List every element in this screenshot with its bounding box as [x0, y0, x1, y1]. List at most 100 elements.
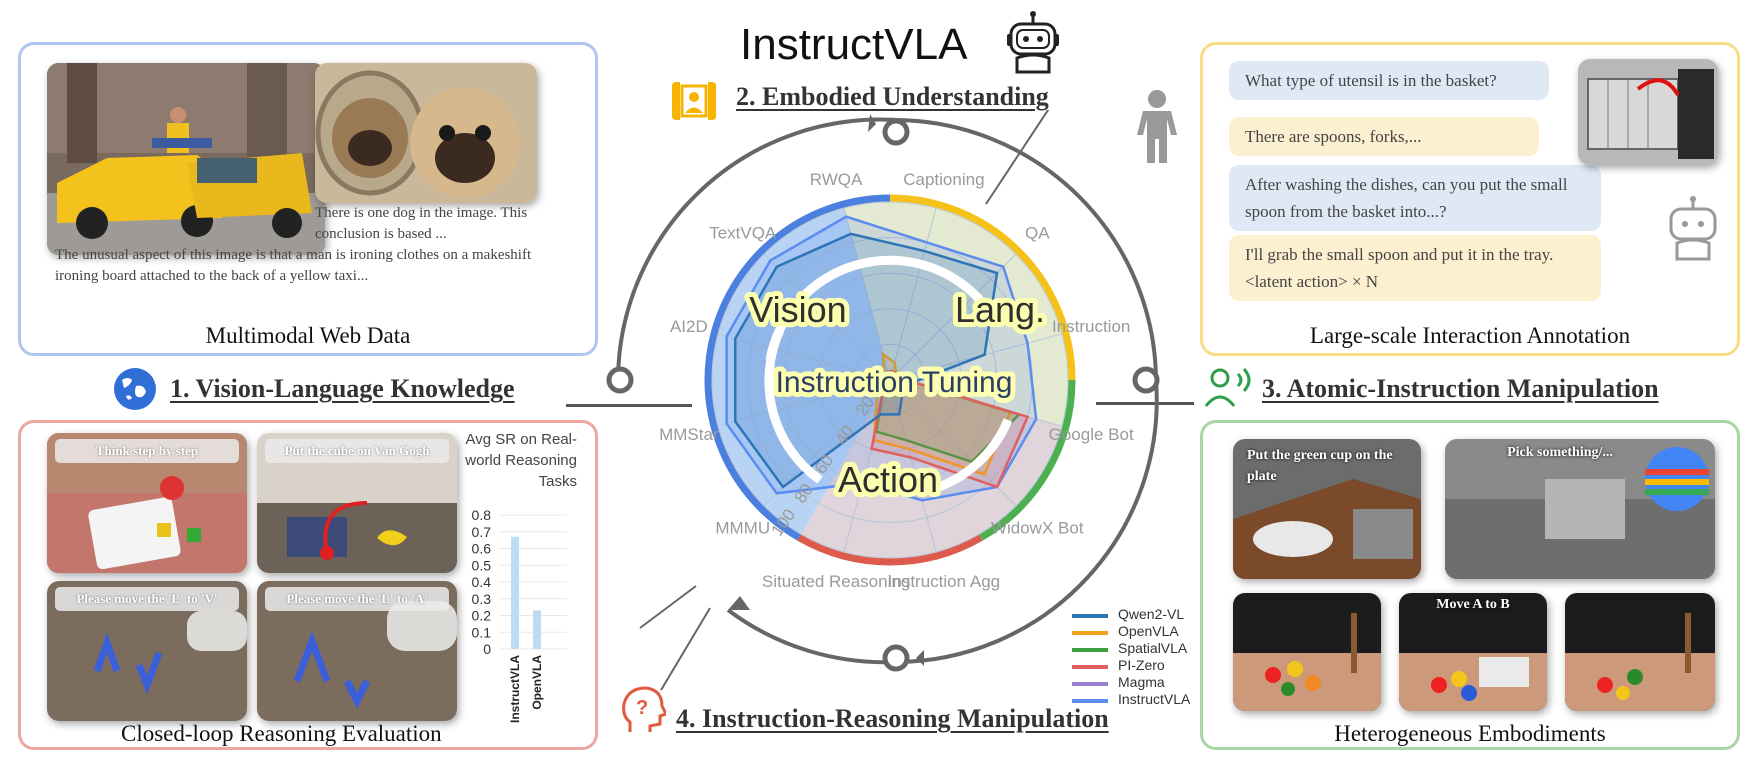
globe-icon — [114, 368, 156, 410]
radar-spoke — [889, 379, 1063, 427]
axis-label: TextVQA — [709, 224, 777, 243]
chart-title: Avg SR on Real-world Reasoning Tasks — [465, 431, 577, 490]
embodiment-tile — [1233, 593, 1381, 711]
reasoning-eval-panel: Think step by step Put the cube on Van G… — [18, 420, 598, 750]
reasoning-tile: Please move the 'L' to 'A' — [257, 581, 457, 721]
axis-label: WidowX Bot — [991, 518, 1084, 537]
y-tick-label: 0.1 — [472, 624, 492, 640]
answer-bubble: There are spoons, forks,... — [1229, 117, 1539, 156]
lang-label: Lang. — [955, 289, 1045, 330]
reasoning-tile: Think step by step — [47, 433, 247, 573]
embodiment-tile: Move A to B — [1399, 593, 1547, 711]
y-tick-label: 0.8 — [472, 507, 492, 523]
radar-ring — [711, 201, 1069, 559]
reasoning-eval-caption: Closed-loop Reasoning Evaluation — [121, 721, 442, 746]
radar-ring — [782, 272, 998, 488]
dog-description: There is one dog in the image. This conc… — [315, 205, 528, 242]
page-title: InstructVLA — [740, 20, 968, 69]
taxi-photo — [47, 63, 325, 255]
y-tick-label: 0.4 — [472, 574, 492, 590]
radar-spoke — [717, 333, 891, 381]
basket-photo — [1578, 59, 1718, 165]
radar-spoke — [889, 379, 1017, 507]
axis-label: Instruction — [1052, 317, 1130, 336]
cycle-node — [606, 366, 634, 394]
section-vision-language-knowledge: 1. Vision-Language Knowledge — [170, 374, 515, 403]
radar-spoke — [889, 207, 937, 381]
svg-text:?: ? — [636, 697, 648, 719]
legend-swatch — [1072, 631, 1108, 635]
legend-swatch — [1072, 665, 1108, 669]
axis-label: MMMU — [715, 518, 770, 537]
cycle-arc — [616, 117, 897, 381]
reasoning-tile: Please move the 'L' to 'V' — [47, 581, 247, 721]
section3-connector — [1096, 402, 1194, 405]
embodiment-tile: Put the green cup on the plate — [1233, 439, 1421, 579]
legend-item: Magma — [1072, 674, 1165, 690]
section-embodied-understanding: 2. Embodied Understanding — [736, 82, 1049, 111]
y-tick-label: 0 — [483, 641, 491, 657]
embodiment-tile — [1565, 593, 1715, 711]
taxi-description: The unusual aspect of this image is that… — [55, 247, 532, 284]
cycle-node — [1132, 366, 1160, 394]
section-instruction-reasoning-manipulation: 4. Instruction-Reasoning Manipulation — [676, 704, 1109, 733]
axis-label: QA — [1025, 224, 1050, 243]
question-bubble: After washing the dishes, can you put th… — [1229, 165, 1601, 231]
reasoning-tile-label: Please move the 'L' to 'V' — [55, 587, 239, 611]
embodiment-tile-label: Move A to B — [1436, 597, 1510, 612]
interaction-annotation-caption: Large-scale Interaction Annotation — [1309, 323, 1631, 348]
legend-item: SpatialVLA — [1072, 640, 1187, 656]
action-arc — [979, 379, 1076, 541]
cycle-node — [882, 118, 910, 146]
embodiments-panel: Put the green cup on the plate Pick some… — [1200, 420, 1740, 750]
bar — [511, 536, 519, 649]
legend-item: PI-Zero — [1072, 657, 1165, 673]
legend-item: OpenVLA — [1072, 623, 1179, 639]
radar-spoke — [889, 253, 1017, 381]
vision-arc — [704, 194, 891, 541]
legend-item: InstructVLA — [1072, 691, 1190, 707]
embodiment-tile-label: Put the green cup on the plate — [1247, 448, 1393, 484]
legend-swatch — [1072, 682, 1108, 686]
arrowhead-icon — [916, 650, 924, 666]
radar-spoke — [843, 379, 891, 553]
action-label: Action — [838, 459, 938, 500]
legend-swatch — [1072, 648, 1108, 652]
reasoning-tile-label: Please move the 'L' to 'A' — [265, 587, 449, 611]
axis-label: Instruction Agg — [888, 572, 1000, 591]
arrowhead-icon — [728, 596, 750, 610]
legend-label: OpenVLA — [1118, 623, 1179, 639]
interaction-annotation-panel: What type of utensil is in the basket? T… — [1137, 42, 1740, 356]
thinking-head-icon: ? — [622, 686, 666, 732]
section1-connector — [566, 404, 692, 407]
radar-spoke — [717, 379, 891, 427]
reasoning-tile: Put the cube on Van Gogh — [257, 433, 457, 573]
web-data-panel: There is one dog in the image. This conc… — [18, 42, 598, 356]
radar-spoke — [763, 253, 891, 381]
cycle-arc — [895, 118, 1158, 381]
radar-spoke — [889, 379, 937, 553]
legend-label: Qwen2-VL — [1118, 606, 1185, 622]
axis-label: AI2D — [670, 317, 708, 336]
axis-label: RWQA — [810, 170, 863, 189]
connector-line — [985, 110, 1050, 205]
embodiment-tile: Pick something/... — [1445, 439, 1715, 579]
action-arc — [797, 534, 983, 566]
cycle-arc — [726, 608, 897, 665]
legend: Qwen2-VL OpenVLA SpatialVLA PI-Zero Magma Ins… — [1072, 606, 1218, 714]
axis-label: MMStar — [659, 425, 719, 444]
x-tick-label: InstructVLA — [508, 655, 522, 723]
center-label: Instruction Tuning — [776, 366, 1013, 399]
radar-series — [725, 215, 1038, 502]
web-data-caption: Multimodal Web Data — [205, 323, 411, 348]
y-tick-label: 0.5 — [472, 557, 492, 573]
x-tick-label: OpenVLA — [530, 655, 544, 710]
bar-chart: 00.10.20.30.40.50.60.70.8 InstructVLA Open… — [472, 507, 567, 723]
reasoning-tile-label: Think step by step — [55, 439, 239, 463]
y-tick-label: 0.3 — [472, 591, 492, 607]
vision-label: Vision — [749, 289, 846, 330]
embodiment-tile-label: Pick something/... — [1507, 445, 1613, 460]
pug-photo — [315, 63, 537, 203]
axis-label: Situated Reasoning — [762, 572, 910, 591]
